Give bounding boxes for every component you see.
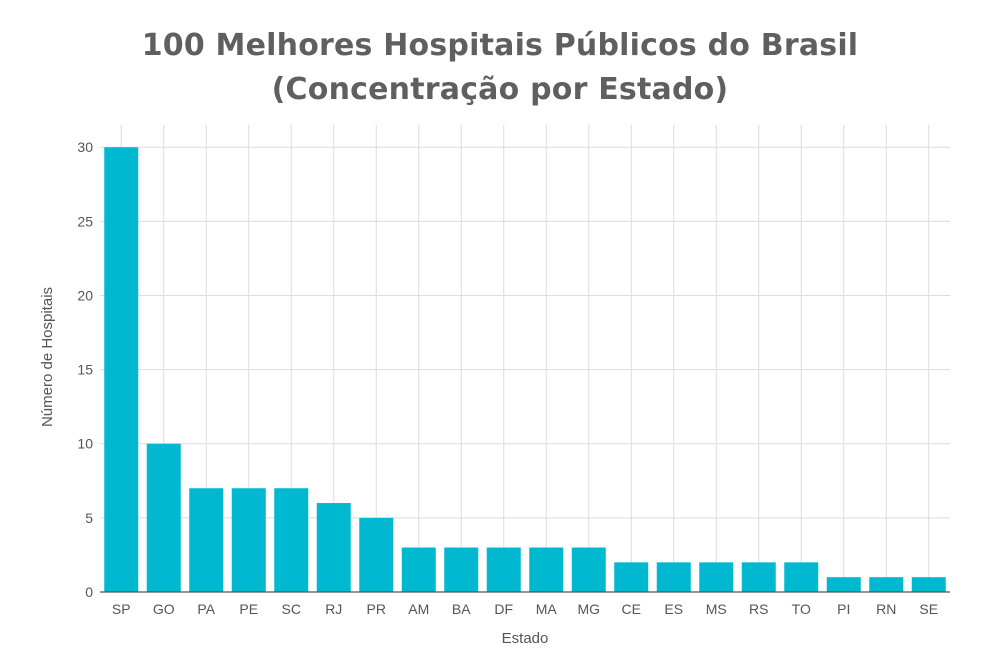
x-tick-label: SC [282, 601, 301, 617]
bar-ms [699, 562, 734, 592]
y-tick-label: 20 [77, 287, 93, 303]
x-tick-label: RN [876, 601, 896, 617]
x-tick-label: PA [197, 601, 215, 617]
x-tick-label: BA [452, 601, 471, 617]
x-tick-label: MS [706, 601, 727, 617]
y-tick-label: 25 [77, 213, 93, 229]
bar-ce [614, 562, 649, 592]
y-axis-title: Número de Hospitais [39, 287, 56, 427]
bar-to [784, 562, 819, 592]
y-tick-label: 30 [77, 139, 93, 155]
y-tick-label: 15 [77, 362, 93, 378]
bar-df [486, 547, 521, 592]
y-tick-label: 0 [85, 584, 93, 600]
bar-pi [826, 577, 861, 592]
bar-sp [104, 147, 139, 592]
bar-go [146, 443, 181, 592]
x-tick-label: AM [408, 601, 429, 617]
x-axis-title: Estado [502, 630, 549, 647]
bar-rj [316, 503, 351, 592]
x-tick-label: RJ [325, 601, 342, 617]
y-tick-label: 10 [77, 436, 93, 452]
x-tick-label: ES [664, 601, 683, 617]
axes: 0 5 10 15 20 25 30 SP GO PA PE SC RJ PR AM BA DF MA MG CE ES… [77, 139, 950, 617]
bars [104, 147, 946, 592]
bar-se [911, 577, 946, 592]
x-tick-label: CE [622, 601, 641, 617]
bar-pe [231, 488, 266, 592]
bar-sc [274, 488, 309, 592]
y-tick-label: 5 [85, 510, 93, 526]
bar-rs [741, 562, 776, 592]
x-tick-label: PE [239, 601, 258, 617]
x-tick-label: DF [494, 601, 513, 617]
x-tick-label: MA [536, 601, 558, 617]
bar-ma [529, 547, 564, 592]
x-tick-label: SP [112, 601, 131, 617]
chart-subtitle: (Concentração por Estado) [271, 72, 729, 107]
x-tick-label: RS [749, 601, 768, 617]
bar-es [656, 562, 691, 592]
bar-ba [444, 547, 479, 592]
x-tick-label: PR [367, 601, 386, 617]
bar-pa [189, 488, 224, 592]
x-tick-label: MG [577, 601, 600, 617]
grid-lines [100, 125, 950, 592]
x-tick-label: TO [792, 601, 811, 617]
bar-pr [359, 517, 394, 592]
chart-title: 100 Melhores Hospitais Públicos do Brasi… [141, 28, 859, 63]
bar-am [401, 547, 436, 592]
x-tick-label: SE [919, 601, 938, 617]
x-tick-label: PI [837, 601, 850, 617]
bar-rn [869, 577, 904, 592]
bar-mg [571, 547, 606, 592]
x-tick-label: GO [153, 601, 175, 617]
